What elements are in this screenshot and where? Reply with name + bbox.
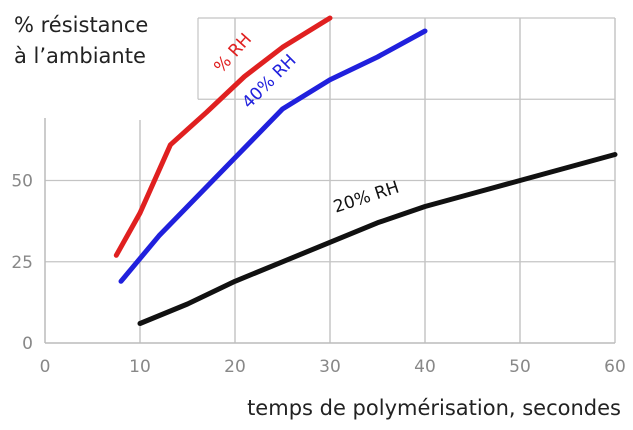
x-tick-label-20: 20 bbox=[224, 357, 246, 377]
y-axis-label: % résistance à l’ambiante bbox=[14, 10, 148, 72]
x-tick-label-50: 50 bbox=[509, 357, 531, 377]
y-tick-label-0: 0 bbox=[22, 334, 33, 354]
series-lines bbox=[113, 15, 618, 326]
series-line-2 bbox=[118, 28, 428, 284]
axes bbox=[44, 118, 615, 344]
y-axis-label-line-1: % résistance bbox=[14, 13, 149, 37]
x-tick-label-60: 60 bbox=[604, 357, 626, 377]
series-line-1 bbox=[113, 15, 333, 258]
x-tick-label-30: 30 bbox=[319, 357, 341, 377]
series-line-3 bbox=[137, 152, 618, 326]
y-tick-label-25: 25 bbox=[11, 253, 33, 273]
y-axis-label-line-2: à l’ambiante bbox=[14, 44, 146, 68]
x-tick-label-40: 40 bbox=[414, 357, 436, 377]
y-tick-label-50: 50 bbox=[11, 172, 33, 192]
tick-labels: 0 10 20 30 40 50 60 0 25 50 bbox=[11, 172, 625, 378]
x-tick-label-0: 0 bbox=[40, 357, 51, 377]
x-tick-label-10: 10 bbox=[129, 357, 151, 377]
x-axis-label: temps de polymérisation, secondes bbox=[247, 396, 621, 420]
series-label-3: 20% RH bbox=[331, 178, 402, 218]
